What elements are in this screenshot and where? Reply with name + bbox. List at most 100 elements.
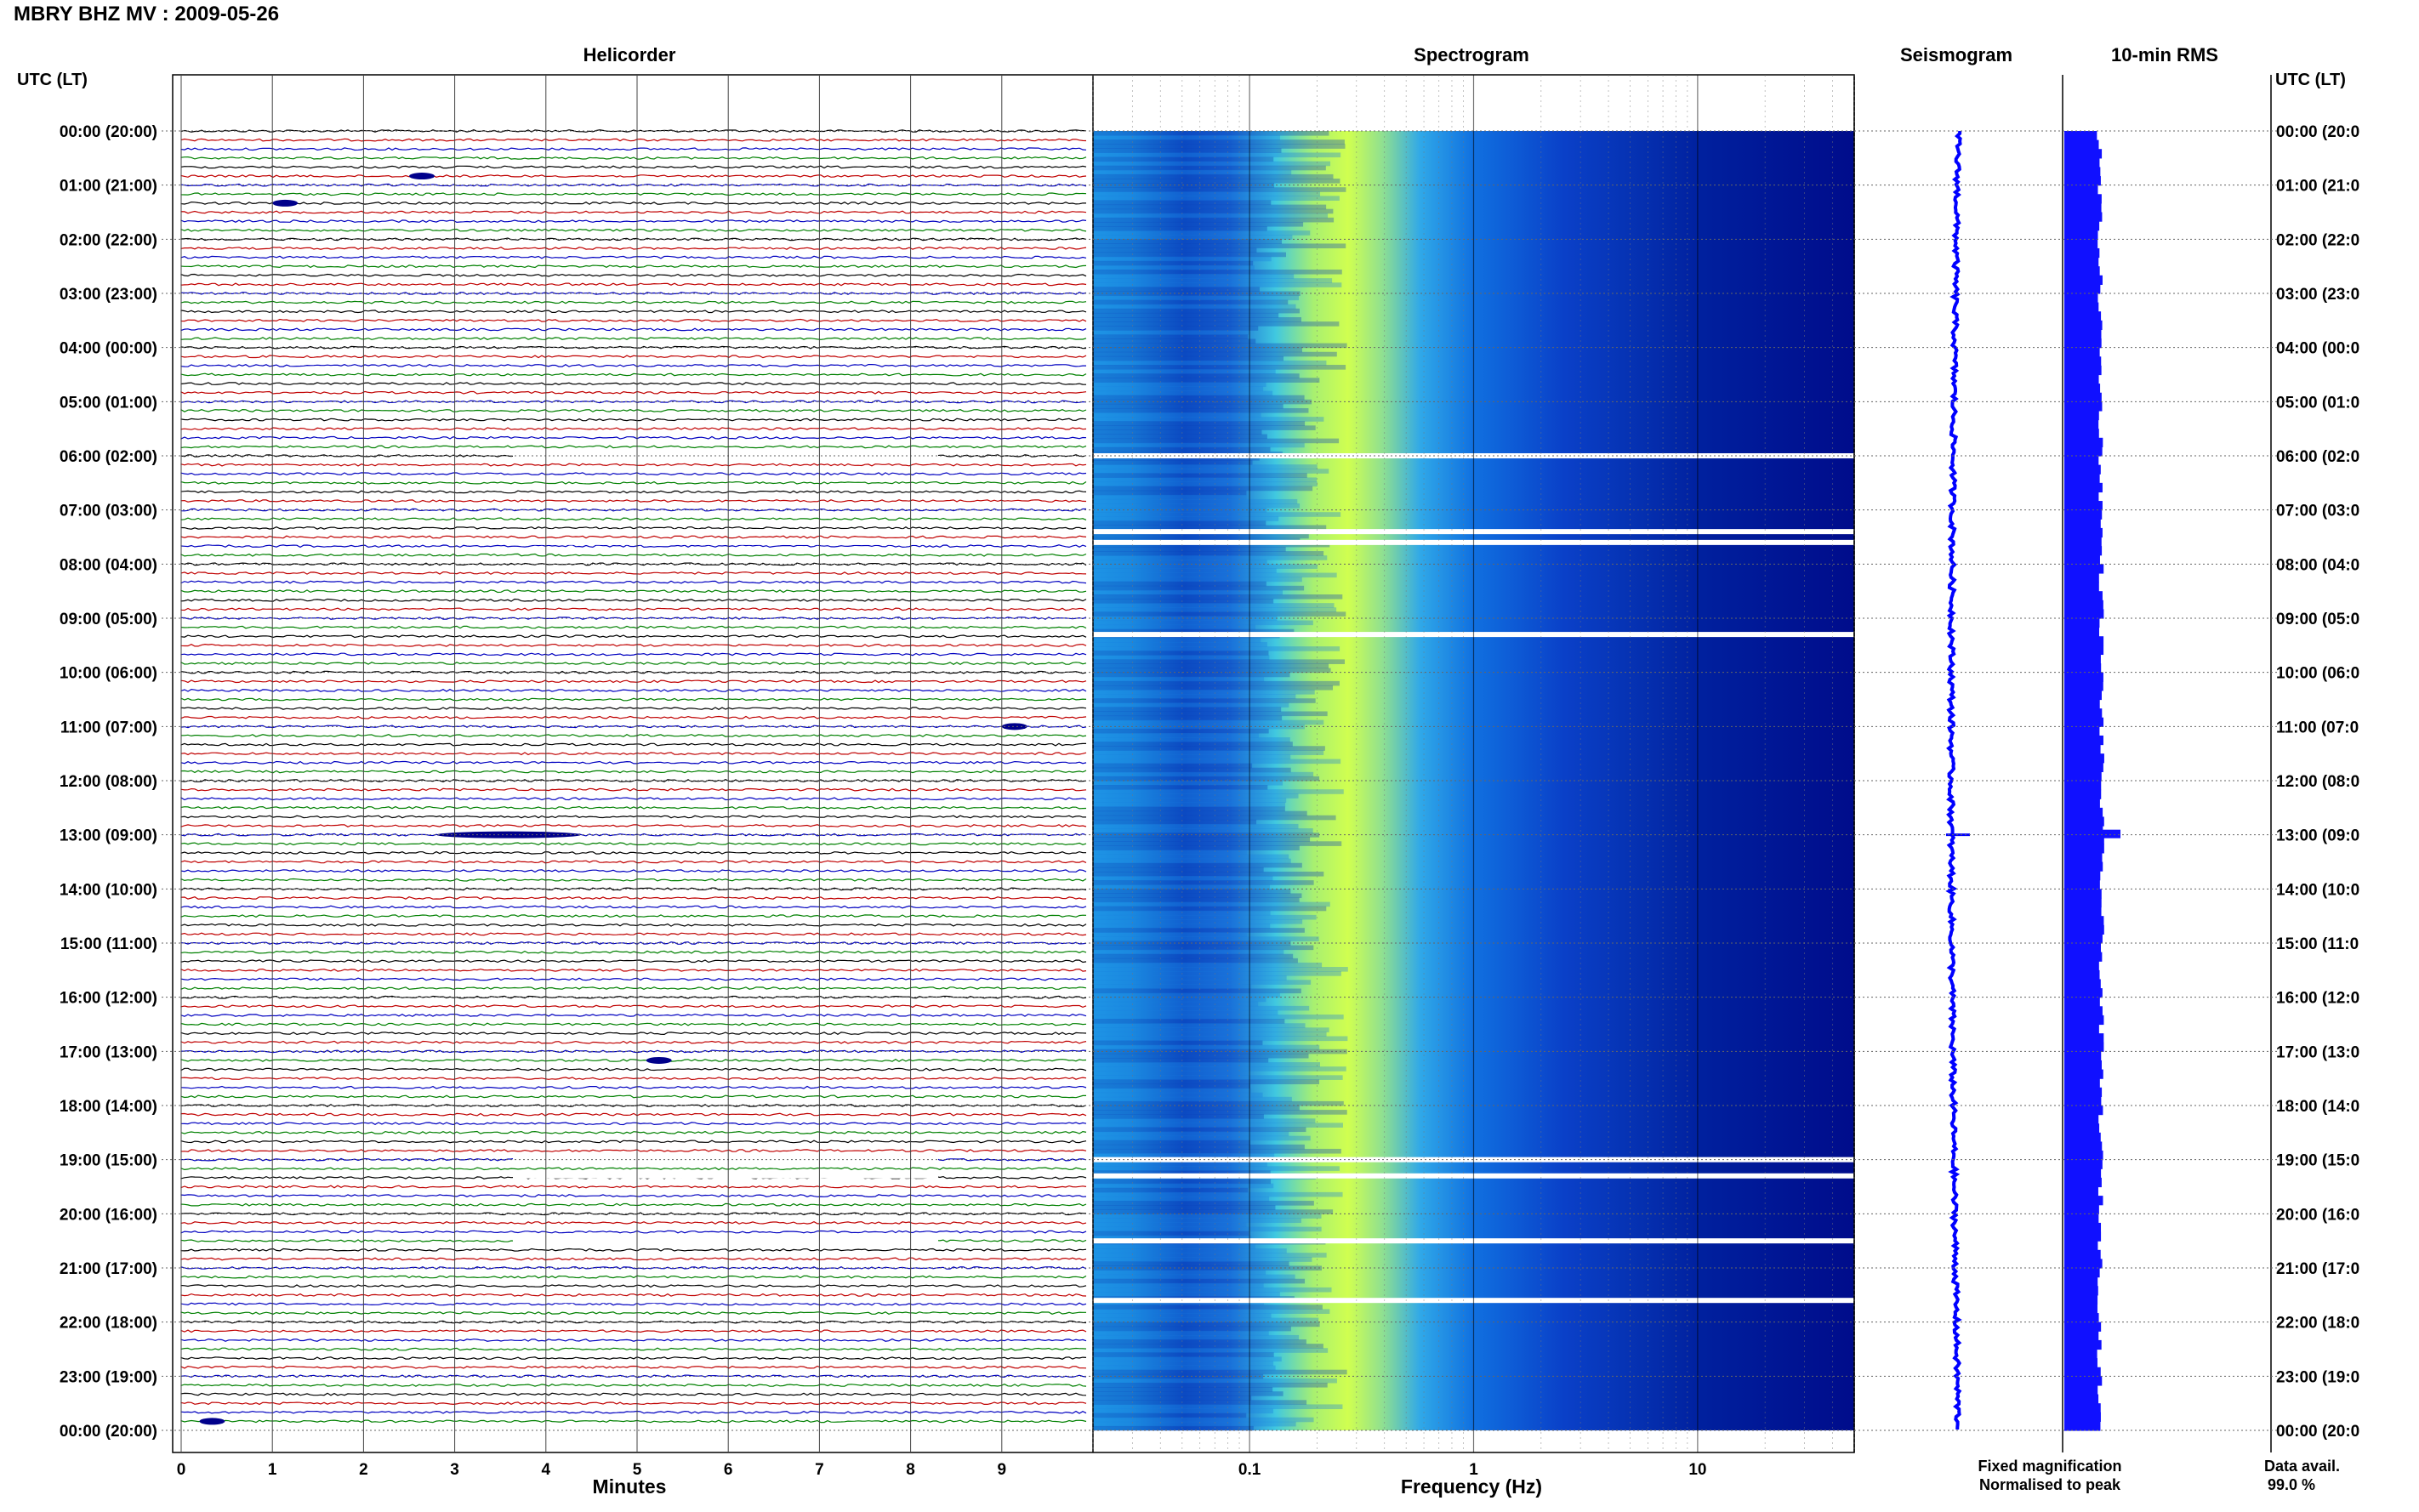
spectrogram-band xyxy=(1093,156,1274,162)
helicorder-trace xyxy=(180,1185,1087,1189)
time-label-right: 13:00 (09:0 xyxy=(2276,827,2359,845)
time-label-left: 10:00 (06:00) xyxy=(60,665,157,683)
plot-labels: MBRY BHZ MV : 2009-05-26 Helicorder Spectr… xyxy=(14,3,2359,1498)
spectrogram-band xyxy=(1093,1005,1310,1011)
spectrogram-tick-label: 1 xyxy=(1469,1461,1478,1479)
rms-bar xyxy=(2064,582,2099,592)
spectrogram-band xyxy=(1093,317,1301,322)
helicorder-trace xyxy=(180,1167,1087,1171)
spectrogram-band xyxy=(1093,984,1252,989)
spectrogram-band xyxy=(1093,1214,1322,1219)
spectrogram-band xyxy=(1093,880,1314,885)
spectrogram-band xyxy=(1093,204,1327,210)
spectrogram-band xyxy=(1093,217,1335,223)
rms-bar xyxy=(2064,437,2103,447)
spectrogram-band xyxy=(1093,386,1264,392)
helicorder-trace xyxy=(180,327,1087,332)
spectrogram-band xyxy=(1093,901,1330,907)
spectrogram-band xyxy=(1093,910,1271,916)
rms-bar xyxy=(2064,320,2103,331)
helicorder-trace xyxy=(180,1077,1087,1081)
spectrogram-band xyxy=(1093,694,1296,699)
rms-bar xyxy=(2064,482,2103,493)
spectrogram-band xyxy=(1093,672,1290,678)
helicorder-trace xyxy=(180,1067,1087,1071)
spectrogram-band xyxy=(1093,260,1254,266)
time-label-right: 15:00 (11:0 xyxy=(2276,935,2359,953)
spectrogram-band xyxy=(1093,1356,1282,1362)
helicorder-event xyxy=(272,199,299,207)
spectrogram-band xyxy=(1093,230,1311,236)
helicorder-event xyxy=(199,1418,225,1425)
helicorder-trace xyxy=(180,1094,1086,1099)
rms-bar xyxy=(2064,1060,2103,1071)
helicorder-tick-label: 9 xyxy=(998,1461,1007,1479)
spectrogram-band xyxy=(1093,1369,1347,1375)
spectrogram-band xyxy=(1093,581,1266,587)
rms-bar xyxy=(2064,1331,2099,1341)
spectrogram-band xyxy=(1093,742,1293,747)
spectrogram-band xyxy=(1093,698,1316,703)
rms-bar xyxy=(2064,861,2103,872)
rms-bar xyxy=(2064,1421,2101,1431)
spectrogram-band xyxy=(1093,642,1267,647)
rms-bar xyxy=(2064,239,2098,249)
helicorder-trace xyxy=(180,463,1087,467)
rms-bar xyxy=(2064,347,2100,357)
rms-bar xyxy=(2064,284,2101,294)
helicorder-trace xyxy=(180,1220,1087,1225)
rms-bar xyxy=(2064,997,2100,1007)
rms-bar xyxy=(2064,275,2103,285)
helicorder-trace xyxy=(180,625,1087,629)
spectrogram-band xyxy=(1093,378,1320,383)
spectrogram-band xyxy=(1093,1391,1283,1396)
helicorder-trace xyxy=(180,959,1087,963)
spectrogram-band xyxy=(1093,962,1323,968)
spectrogram-band xyxy=(1093,854,1289,860)
spectrogram-band xyxy=(1093,264,1255,270)
time-label-left: 01:00 (21:00) xyxy=(60,178,157,196)
rms-bar xyxy=(2064,1069,2103,1079)
legend-normalised-to-peak: Normalised to peak xyxy=(1979,1476,2121,1493)
spectrogram-band xyxy=(1093,498,1298,504)
rms-bar xyxy=(2064,492,2099,502)
spectrogram-band xyxy=(1093,594,1343,600)
time-label-right: 06:00 (02:0 xyxy=(2276,448,2359,466)
rms-bar xyxy=(2064,1006,2103,1016)
helicorder-trace xyxy=(180,1130,1087,1134)
rms-bar xyxy=(2064,807,2103,818)
helicorder-trace xyxy=(180,372,1087,377)
helicorder-trace xyxy=(180,300,1087,304)
spectrogram-band xyxy=(1093,494,1247,500)
spectrogram-band xyxy=(1093,1140,1250,1145)
rms-bar xyxy=(2064,311,2102,321)
spectrogram-band xyxy=(1093,819,1257,825)
rms-bar xyxy=(2064,1222,2102,1233)
spectrogram-band xyxy=(1093,208,1334,214)
rms-bar xyxy=(2064,699,2100,709)
time-label-right: 09:00 (05:0 xyxy=(2276,611,2359,628)
helicorder-trace xyxy=(180,914,1087,918)
helicorder-trace xyxy=(180,147,1087,151)
rms-bar xyxy=(2064,1376,2103,1386)
spectrogram-band xyxy=(1093,1282,1264,1288)
spectrogram-band xyxy=(1093,815,1336,821)
spectrogram-band xyxy=(1093,144,1346,149)
spectrogram-band xyxy=(1093,191,1321,196)
rms-bar xyxy=(2064,230,2098,240)
rms-bar xyxy=(2064,744,2101,754)
spectrogram-band xyxy=(1093,1235,1252,1241)
spectrogram-band xyxy=(1093,469,1329,474)
spectrogram-band xyxy=(1093,992,1280,998)
helicorder-trace xyxy=(180,1284,1087,1288)
spectrogram-band xyxy=(1093,746,1325,751)
spectrogram-band xyxy=(1093,533,1309,539)
time-label-right: 11:00 (07:0 xyxy=(2276,719,2359,736)
spectrogram-band xyxy=(1093,928,1305,933)
spectrogram-band xyxy=(1093,707,1282,713)
spectrogram-band xyxy=(1093,754,1291,760)
spectrogram-band xyxy=(1093,282,1342,287)
spectrogram-band xyxy=(1093,1023,1306,1028)
spectrogram-band xyxy=(1093,1100,1344,1106)
spectrogram-band xyxy=(1093,702,1289,708)
